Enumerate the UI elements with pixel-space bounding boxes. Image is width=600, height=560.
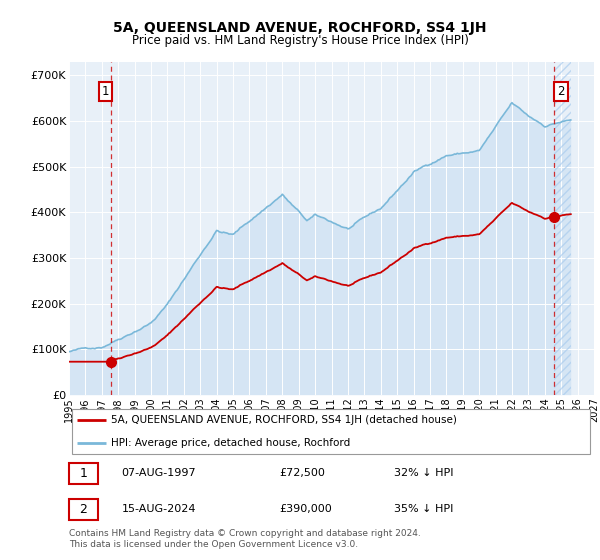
Text: 15-AUG-2024: 15-AUG-2024 bbox=[121, 505, 196, 515]
Text: 5A, QUEENSLAND AVENUE, ROCHFORD, SS4 1JH (detached house): 5A, QUEENSLAND AVENUE, ROCHFORD, SS4 1JH… bbox=[111, 416, 457, 426]
Text: 1: 1 bbox=[79, 467, 87, 480]
Text: Contains HM Land Registry data © Crown copyright and database right 2024.
This d: Contains HM Land Registry data © Crown c… bbox=[69, 529, 421, 549]
Text: 5A, QUEENSLAND AVENUE, ROCHFORD, SS4 1JH: 5A, QUEENSLAND AVENUE, ROCHFORD, SS4 1JH bbox=[113, 21, 487, 35]
FancyBboxPatch shape bbox=[69, 499, 98, 520]
FancyBboxPatch shape bbox=[69, 463, 98, 484]
Text: HPI: Average price, detached house, Rochford: HPI: Average price, detached house, Roch… bbox=[111, 438, 350, 448]
Text: 2: 2 bbox=[79, 503, 87, 516]
Text: £390,000: £390,000 bbox=[279, 505, 332, 515]
FancyBboxPatch shape bbox=[71, 409, 590, 454]
Text: 35% ↓ HPI: 35% ↓ HPI bbox=[395, 505, 454, 515]
Text: 07-AUG-1997: 07-AUG-1997 bbox=[121, 468, 196, 478]
Text: Price paid vs. HM Land Registry's House Price Index (HPI): Price paid vs. HM Land Registry's House … bbox=[131, 34, 469, 46]
Text: £72,500: £72,500 bbox=[279, 468, 325, 478]
Text: 32% ↓ HPI: 32% ↓ HPI bbox=[395, 468, 454, 478]
Text: 1: 1 bbox=[102, 85, 109, 98]
Text: 2: 2 bbox=[557, 85, 565, 98]
